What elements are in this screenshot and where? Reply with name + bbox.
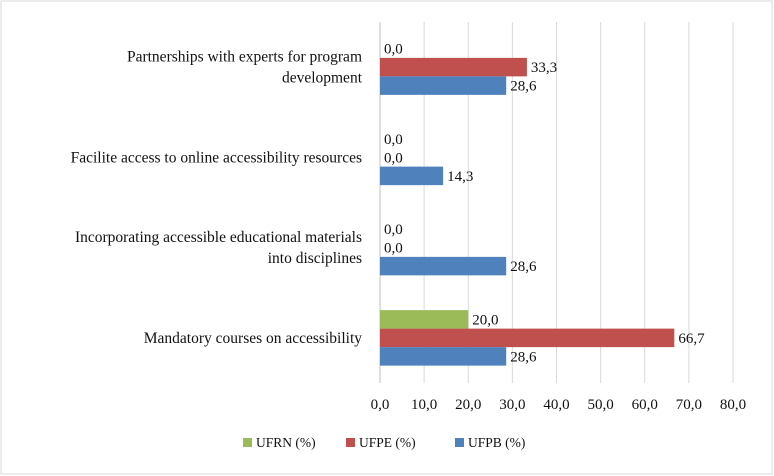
- x-axis-ticks: 0,0 10,0 20,0 30,0 40,0 50,0 60,0 70,0 80,0: [371, 397, 747, 413]
- data-label: 0,0: [384, 132, 403, 148]
- x-tick-label: 40,0: [543, 397, 569, 413]
- data-label: 0,0: [384, 42, 403, 58]
- legend-label: UFPE (%): [359, 435, 416, 450]
- data-label: 0,0: [384, 222, 403, 238]
- x-tick-label: 80,0: [720, 397, 746, 413]
- x-tick-label: 0,0: [371, 397, 390, 413]
- bar: [380, 166, 444, 186]
- data-label: 0,0: [384, 150, 403, 166]
- data-label: 20,0: [472, 312, 498, 328]
- bar: [380, 76, 507, 95]
- x-tick-label: 60,0: [632, 397, 658, 413]
- data-label: 14,3: [447, 169, 473, 185]
- x-tick-label: 70,0: [676, 397, 702, 413]
- data-labels: 0,0 33,3 28,6 0,0 0,0 14,3 0,0 0,0 28,6 20,0 66,7 2…: [384, 42, 705, 366]
- x-tick-label: 20,0: [455, 397, 481, 413]
- data-label: 33,3: [531, 60, 557, 76]
- legend-swatch: [346, 438, 355, 447]
- x-tick-label: 10,0: [411, 397, 437, 413]
- category-label: Partnerships with experts for program: [127, 49, 362, 66]
- data-label: 66,7: [678, 331, 705, 347]
- category-labels: Partnerships with experts for program dev…: [71, 49, 363, 347]
- bar: [380, 310, 469, 329]
- legend-label: UFRN (%): [256, 435, 316, 450]
- legend-swatch: [455, 438, 464, 447]
- data-label: 0,0: [384, 241, 403, 257]
- bar: [380, 57, 527, 77]
- data-label: 28,6: [510, 79, 537, 95]
- legend-swatch: [243, 438, 252, 447]
- x-tick-label: 30,0: [499, 397, 525, 413]
- data-label: 28,6: [510, 349, 537, 365]
- bar: [380, 256, 507, 276]
- category-label: into disciplines: [268, 250, 362, 267]
- data-label: 28,6: [510, 259, 537, 275]
- bar: [380, 328, 675, 348]
- legend: UFRN (%) UFPE (%) UFPB (%): [243, 435, 525, 450]
- category-label: Mandatory courses on accessibility: [144, 330, 362, 347]
- category-label: Facilite access to online accessibility …: [71, 149, 362, 166]
- category-label: development: [282, 70, 363, 87]
- bar: [380, 347, 507, 366]
- legend-label: UFPB (%): [468, 435, 525, 450]
- bars: [380, 57, 675, 366]
- x-tick-label: 50,0: [588, 397, 614, 413]
- category-label: Incorporating accessible educational mat…: [75, 229, 362, 246]
